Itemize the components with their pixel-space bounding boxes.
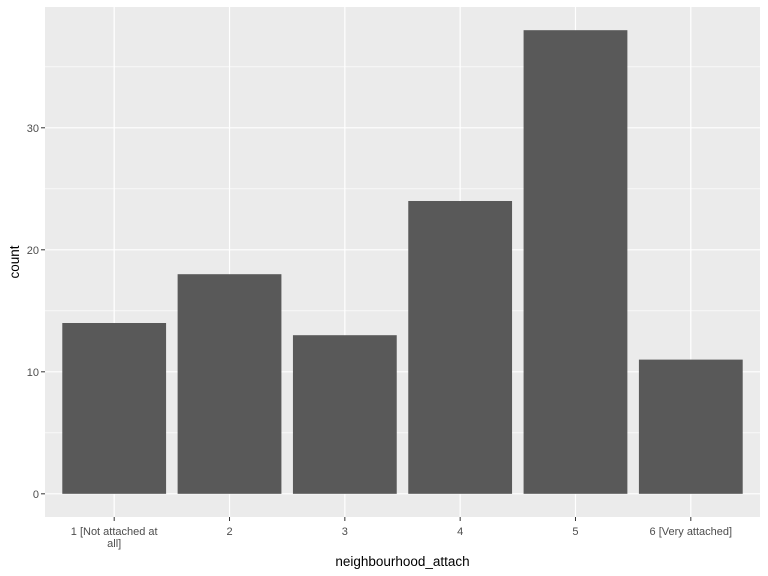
x-tick-label: 3	[342, 526, 348, 538]
bars	[62, 30, 743, 494]
y-tick-label: 0	[33, 489, 39, 501]
x-axis: 1 [Not attached at all] 2 3 4 5 6 [Very attach…	[71, 517, 732, 550]
x-tick-label: 4	[457, 526, 463, 538]
y-axis: 0 10 20 30	[27, 123, 45, 501]
x-tick-label: 2	[226, 526, 232, 538]
x-tick-label: 6 [Very attached]	[650, 526, 733, 538]
bar-5	[523, 30, 628, 494]
y-axis-title: count	[7, 245, 22, 278]
x-axis-title: neighbourhood_attach	[335, 554, 469, 569]
x-tick-label: 5	[572, 526, 578, 538]
y-tick-label: 20	[27, 245, 39, 257]
bar-6	[638, 359, 743, 494]
y-tick-label: 10	[27, 367, 39, 379]
y-tick-label: 30	[27, 123, 39, 135]
bar-4	[408, 200, 513, 494]
x-tick-label: 1 [Not attached at all]	[71, 526, 158, 550]
bar-1	[62, 323, 167, 494]
bar-2	[177, 274, 282, 494]
bar-3	[292, 335, 397, 494]
